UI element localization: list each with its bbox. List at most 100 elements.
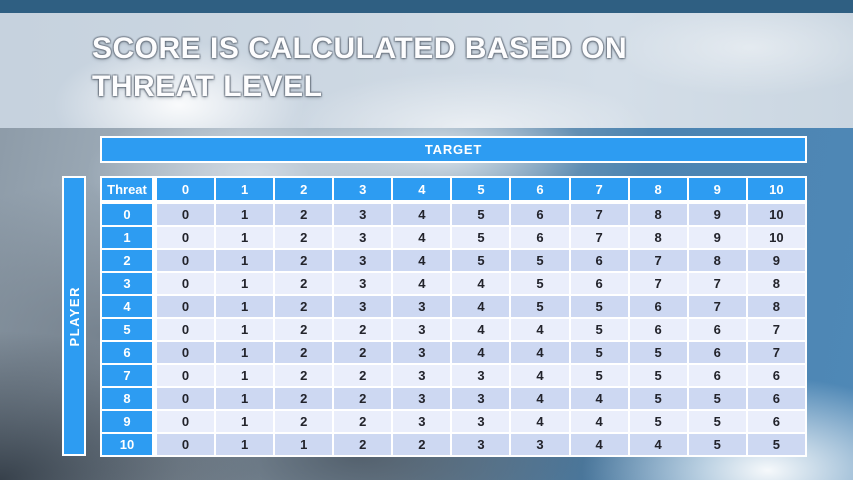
- score-cell-r2-c4: 4: [393, 250, 451, 271]
- score-cell-r4-c1: 1: [216, 296, 274, 317]
- score-cell-r5-c2: 2: [275, 319, 333, 340]
- score-cell-r0-c0: 0: [157, 204, 215, 225]
- score-cell-r6-c2: 2: [275, 342, 333, 363]
- score-cell-r4-c2: 2: [275, 296, 333, 317]
- score-cell-r3-c5: 4: [452, 273, 510, 294]
- score-cell-r7-c8: 5: [629, 365, 687, 386]
- score-cell-r0-c3: 3: [334, 204, 392, 225]
- score-cell-r5-c0: 0: [157, 319, 215, 340]
- score-cell-r9-c2: 2: [275, 411, 333, 432]
- score-cell-r9-c6: 4: [511, 411, 569, 432]
- score-cell-r4-c9: 7: [688, 296, 746, 317]
- score-cell-r1-c6: 6: [511, 227, 569, 248]
- corner-threat-header: Threat: [102, 178, 155, 202]
- score-cell-r7-c7: 5: [570, 365, 628, 386]
- score-cell-r0-c10: 10: [747, 204, 805, 225]
- score-cell-r8-c0: 0: [157, 388, 215, 409]
- score-cell-r8-c2: 2: [275, 388, 333, 409]
- page-title-line1: SCORE IS CALCULATED BASED ON: [92, 32, 628, 65]
- score-cell-r7-c4: 3: [393, 365, 451, 386]
- score-cell-r0-c4: 4: [393, 204, 451, 225]
- score-cell-r9-c5: 3: [452, 411, 510, 432]
- score-cell-r6-c9: 6: [688, 342, 746, 363]
- col-header-0: 0: [157, 178, 215, 202]
- score-cell-r8-c8: 5: [629, 388, 687, 409]
- score-cell-r10-c7: 4: [570, 434, 628, 455]
- row-header-5: 5: [102, 319, 155, 340]
- score-cell-r2-c6: 5: [511, 250, 569, 271]
- row-header-7: 7: [102, 365, 155, 386]
- score-cell-r6-c8: 5: [629, 342, 687, 363]
- score-cell-r7-c9: 6: [688, 365, 746, 386]
- score-cell-r1-c1: 1: [216, 227, 274, 248]
- score-cell-r3-c4: 4: [393, 273, 451, 294]
- score-cell-r9-c10: 6: [747, 411, 805, 432]
- score-cell-r10-c1: 1: [216, 434, 274, 455]
- score-cell-r4-c8: 6: [629, 296, 687, 317]
- row-header-1: 1: [102, 227, 155, 248]
- score-cell-r10-c3: 2: [334, 434, 392, 455]
- row-header-0: 0: [102, 204, 155, 225]
- score-cell-r2-c9: 8: [688, 250, 746, 271]
- col-header-9: 9: [688, 178, 746, 202]
- score-cell-r7-c10: 6: [747, 365, 805, 386]
- col-header-6: 6: [511, 178, 569, 202]
- score-cell-r0-c7: 7: [570, 204, 628, 225]
- score-cell-r1-c8: 8: [629, 227, 687, 248]
- score-cell-r1-c10: 10: [747, 227, 805, 248]
- player-axis-label: PLAYER: [62, 176, 86, 456]
- score-cell-r5-c5: 4: [452, 319, 510, 340]
- page-title-line2: THREAT LEVEL: [92, 70, 323, 103]
- score-cell-r2-c5: 5: [452, 250, 510, 271]
- row-header-3: 3: [102, 273, 155, 294]
- score-cell-r10-c8: 4: [629, 434, 687, 455]
- score-cell-r1-c2: 2: [275, 227, 333, 248]
- score-cell-r5-c10: 7: [747, 319, 805, 340]
- score-cell-r3-c1: 1: [216, 273, 274, 294]
- score-cell-r3-c3: 3: [334, 273, 392, 294]
- score-cell-r5-c3: 2: [334, 319, 392, 340]
- score-cell-r7-c3: 2: [334, 365, 392, 386]
- row-header-6: 6: [102, 342, 155, 363]
- col-header-2: 2: [275, 178, 333, 202]
- score-cell-r0-c5: 5: [452, 204, 510, 225]
- top-strip: [0, 0, 853, 13]
- score-cell-r6-c3: 2: [334, 342, 392, 363]
- score-cell-r9-c9: 5: [688, 411, 746, 432]
- score-cell-r6-c5: 4: [452, 342, 510, 363]
- score-cell-r0-c1: 1: [216, 204, 274, 225]
- score-cell-r4-c5: 4: [452, 296, 510, 317]
- score-cell-r6-c0: 0: [157, 342, 215, 363]
- title-band: [0, 13, 853, 128]
- score-cell-r7-c2: 2: [275, 365, 333, 386]
- col-header-10: 10: [747, 178, 805, 202]
- score-cell-r6-c4: 3: [393, 342, 451, 363]
- col-header-3: 3: [334, 178, 392, 202]
- target-label-text: TARGET: [424, 142, 483, 157]
- score-cell-r5-c1: 1: [216, 319, 274, 340]
- score-cell-r6-c1: 1: [216, 342, 274, 363]
- score-cell-r10-c2: 1: [275, 434, 333, 455]
- score-cell-r5-c7: 5: [570, 319, 628, 340]
- score-cell-r1-c5: 5: [452, 227, 510, 248]
- score-cell-r1-c9: 9: [688, 227, 746, 248]
- score-cell-r7-c0: 0: [157, 365, 215, 386]
- score-cell-r5-c4: 3: [393, 319, 451, 340]
- score-cell-r10-c6: 3: [511, 434, 569, 455]
- score-cell-r2-c1: 1: [216, 250, 274, 271]
- header-row: Threat 0 1 2 3 4 5 6 7 8 9 10: [102, 178, 805, 202]
- score-cell-r9-c1: 1: [216, 411, 274, 432]
- score-cell-r0-c6: 6: [511, 204, 569, 225]
- score-table-body: 0 0 1 2 3 4 5 6 7 8 9 10 1 0 1 2 3 4 5 6 7 8 9 10 2 0 1 2 3 4 5 5 6 7 8 9 3 0…: [102, 204, 805, 455]
- score-cell-r8-c9: 5: [688, 388, 746, 409]
- score-cell-r8-c10: 6: [747, 388, 805, 409]
- score-cell-r2-c0: 0: [157, 250, 215, 271]
- score-cell-r0-c8: 8: [629, 204, 687, 225]
- score-cell-r2-c7: 6: [570, 250, 628, 271]
